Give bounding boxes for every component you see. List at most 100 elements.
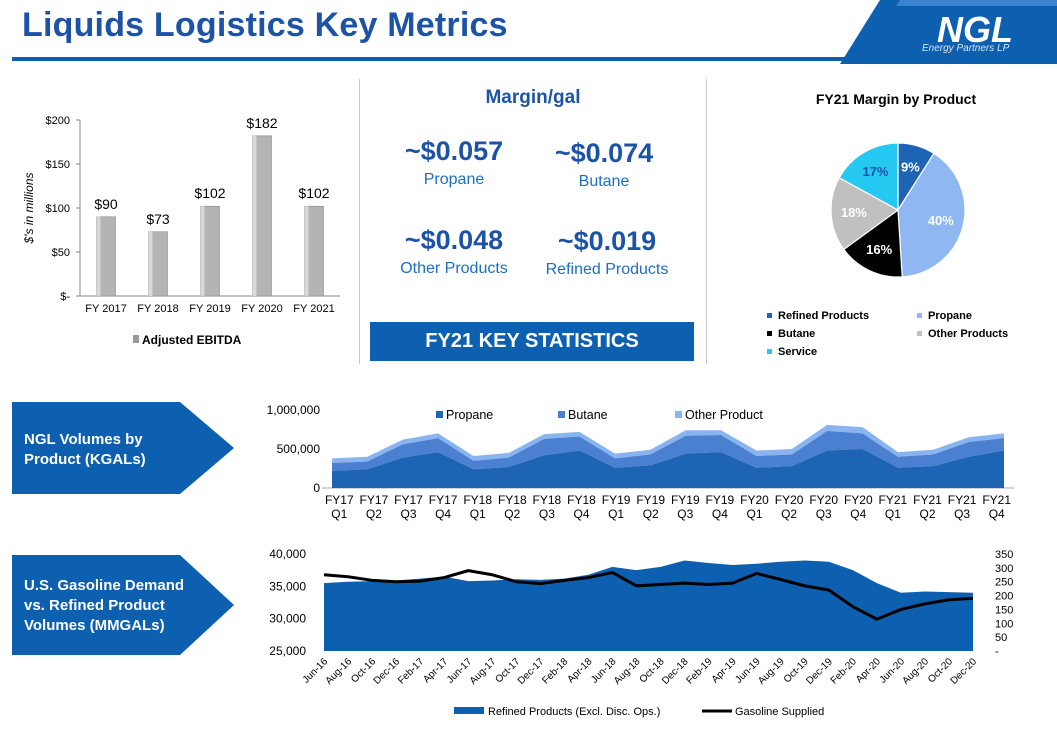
butane-margin-value: ~$0.074	[554, 138, 654, 168]
title-rule	[12, 57, 852, 61]
x-tick-label: FY 2021	[293, 303, 334, 315]
x-tick-label-line-1: FY20	[740, 493, 769, 507]
bar-data-label: $90	[94, 196, 118, 212]
bar-highlight	[304, 206, 309, 296]
area-other-product	[332, 424, 1004, 464]
x-tick-label: Aug-18	[612, 656, 643, 687]
legend-swatch-other-products	[917, 331, 922, 336]
x-tick-label: Feb-20	[829, 656, 859, 686]
margin-by-product-pie-chart: 9% 40% 16% 18% 17% Refined Products Propane But…	[767, 142, 1008, 358]
x-tick-label: Aug-19	[756, 656, 787, 687]
legend-label-gasoline-supplied: Gasoline Supplied	[735, 706, 824, 718]
x-tick-label: Apr-17	[421, 656, 450, 685]
x-tick-label: FY 2017	[85, 303, 126, 315]
x-tick-label-line-2: Q1	[885, 507, 901, 521]
legend-swatch-propane	[436, 411, 443, 418]
pie-data-label: 16%	[866, 242, 892, 257]
x-tick-label-line-2: Q2	[366, 507, 382, 521]
x-tick-label: FY 2020	[241, 303, 282, 315]
y-tick-label: $200	[46, 115, 70, 127]
legend-label-butane: Butane	[778, 328, 815, 340]
area-propane	[332, 449, 1004, 488]
x-tick-label-line-1: FY17	[360, 493, 389, 507]
right-y-tick-label: 100	[995, 618, 1013, 630]
propane-margin-label: Propane	[423, 171, 485, 188]
x-tick-label-line-1: FY19	[671, 493, 700, 507]
legend-swatch-butane	[558, 411, 565, 418]
y-tick-label: $-	[60, 291, 70, 303]
left-y-tick-label: 30,000	[269, 612, 306, 626]
pie-data-label: 40%	[928, 213, 954, 228]
area-butane	[332, 431, 1004, 471]
legend-label-butane: Butane	[568, 408, 608, 422]
x-tick-label-line-1: FY17	[394, 493, 423, 507]
page-title: Liquids Logistics Key Metrics	[22, 6, 508, 44]
bar-highlight	[96, 216, 101, 296]
x-tick-label-line-2: Q2	[504, 507, 520, 521]
x-tick-label: Dec-19	[804, 656, 835, 687]
y-tick-label: $150	[46, 159, 70, 171]
legend-swatch-refined-products	[767, 313, 772, 318]
pie-data-label: 17%	[862, 164, 888, 179]
x-tick-label-line-1: FY18	[567, 493, 596, 507]
x-tick-label-line-1: FY18	[498, 493, 527, 507]
x-tick-label-line-2: Q4	[989, 507, 1005, 521]
x-tick-label-line-1: FY20	[809, 493, 838, 507]
x-tick-label-line-1: FY21	[982, 493, 1011, 507]
y-tick-label: $50	[52, 247, 70, 259]
legend-label-propane: Propane	[446, 408, 493, 422]
other-products-margin-label: Other Products	[400, 260, 508, 277]
legend-swatch-propane	[917, 313, 922, 318]
x-tick-label-line-2: Q3	[400, 507, 416, 521]
propane-margin-value: ~$0.057	[404, 136, 504, 166]
legend-swatch-service	[767, 349, 772, 354]
area-refined-products	[324, 560, 973, 651]
x-tick-label-line-2: Q3	[816, 507, 832, 521]
legend-label-adjusted-ebitda: Adjusted EBITDA	[142, 333, 242, 347]
left-y-tick-label: 25,000	[269, 644, 306, 658]
x-tick-label-line-2: Q2	[781, 507, 797, 521]
pie-slice-butane	[842, 208, 903, 278]
header: Liquids Logistics Key Metrics NGL Energy…	[0, 0, 1057, 64]
line-gasoline-supplied	[323, 569, 974, 621]
legend-swatch-other-product	[675, 411, 682, 418]
x-tick-label: Dec-17	[516, 656, 547, 687]
gasoline-arrow-line-1: U.S. Gasoline Demand	[24, 577, 185, 594]
x-tick-label-line-2: Q3	[677, 507, 693, 521]
left-y-tick-label: 40,000	[269, 547, 306, 561]
divider-right	[706, 79, 707, 364]
left-y-tick-label: 35,000	[269, 579, 306, 593]
legend-swatch-adjusted-ebitda	[133, 335, 139, 343]
refined-products-margin-value: ~$0.019	[557, 226, 657, 256]
pie-slice-service	[838, 142, 899, 212]
x-tick-label-line-2: Q2	[919, 507, 935, 521]
x-tick-label: Apr-18	[566, 656, 595, 685]
x-tick-label-line-1: FY17	[325, 493, 354, 507]
x-tick-label: Aug-20	[900, 656, 931, 687]
x-tick-label-line-2: Q4	[573, 507, 589, 521]
x-tick-label: Apr-19	[710, 656, 739, 685]
pie-data-label: 9%	[901, 160, 920, 175]
right-y-tick-label: -	[995, 646, 999, 658]
x-tick-label-line-1: FY21	[879, 493, 908, 507]
y-tick-label: 500,000	[277, 442, 321, 456]
bar-data-label: $102	[298, 185, 329, 201]
logo-text: NGL	[937, 9, 1013, 50]
x-tick-label-line-1: FY20	[844, 493, 873, 507]
x-tick-label-line-2: Q1	[331, 507, 347, 521]
legend-label-other-product: Other Product	[685, 408, 763, 422]
bar-highlight	[148, 231, 153, 296]
x-tick-label-line-2: Q4	[435, 507, 451, 521]
other-products-margin-value: ~$0.048	[404, 225, 504, 255]
butane-margin-label: Butane	[578, 173, 630, 190]
x-tick-label-line-1: FY19	[636, 493, 665, 507]
y-tick-label: 1,000,000	[267, 403, 321, 417]
bar-data-label: $182	[246, 115, 277, 131]
y-tick-label: $100	[46, 203, 70, 215]
x-tick-label: Apr-20	[854, 656, 883, 685]
bar-highlight	[252, 135, 257, 296]
x-tick-label-line-2: Q3	[539, 507, 555, 521]
legend-label-other-products: Other Products	[928, 328, 1008, 340]
x-tick-label-line-1: FY17	[429, 493, 458, 507]
x-tick-label-line-2: Q4	[850, 507, 866, 521]
